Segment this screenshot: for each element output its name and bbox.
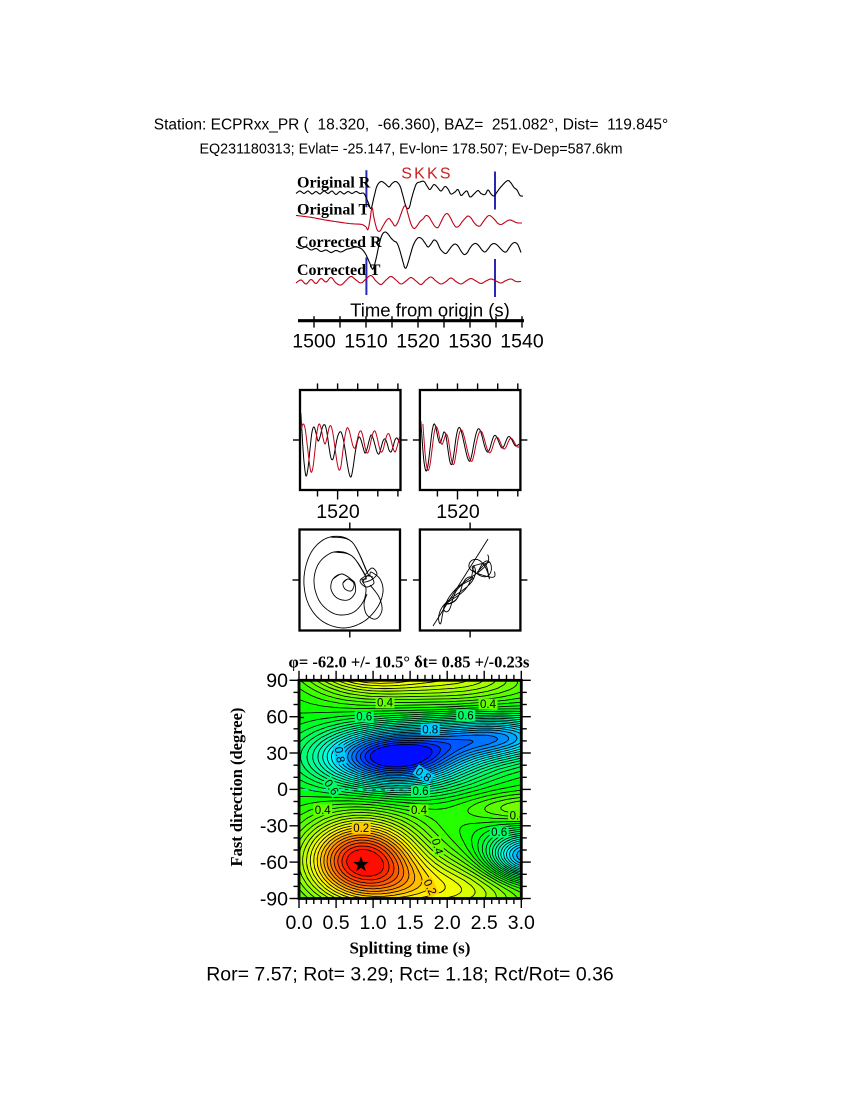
svg-text:Station: ECPRxx_PR ( 18.320,: Station: ECPRxx_PR ( 18.320, -66.360), B… <box>154 116 668 133</box>
svg-text:30: 30 <box>266 743 288 765</box>
svg-text:1520: 1520 <box>316 501 360 523</box>
svg-text:0.8: 0.8 <box>332 746 347 764</box>
svg-text:0.4: 0.4 <box>429 837 445 856</box>
svg-text:0.6: 0.6 <box>458 711 474 723</box>
svg-text:1520: 1520 <box>436 501 480 523</box>
svg-text:1.5: 1.5 <box>397 912 424 934</box>
svg-text:-30: -30 <box>260 816 288 838</box>
svg-text:0: 0 <box>277 779 288 801</box>
svg-text:2.0: 2.0 <box>434 912 461 934</box>
svg-text:φ= -62.0 +/- 10.5° δt= 0.85 +/: φ= -62.0 +/- 10.5° δt= 0.85 +/-0.23s <box>289 653 530 672</box>
svg-text:1530: 1530 <box>448 331 492 353</box>
svg-text:0.8: 0.8 <box>422 724 438 736</box>
svg-text:90: 90 <box>266 670 288 692</box>
svg-text:EQ231180313; Evlat= -25.147, E: EQ231180313; Evlat= -25.147, Ev-lon= 178… <box>200 141 623 157</box>
svg-text:0.4: 0.4 <box>315 805 332 817</box>
svg-text:1.0: 1.0 <box>360 912 387 934</box>
svg-text:0.6: 0.6 <box>356 712 372 724</box>
svg-text:Time from origin (s): Time from origin (s) <box>350 300 510 321</box>
svg-text:1540: 1540 <box>500 331 544 353</box>
svg-text:0.4: 0.4 <box>510 810 527 822</box>
svg-text:0.4: 0.4 <box>480 699 497 711</box>
svg-text:0.2: 0.2 <box>353 823 369 835</box>
svg-text:Fast direction (degree): Fast direction (degree) <box>227 708 246 867</box>
svg-text:0.6: 0.6 <box>491 827 507 839</box>
svg-text:SKKS: SKKS <box>401 166 453 183</box>
svg-text:-60: -60 <box>260 852 288 874</box>
svg-text:1500: 1500 <box>292 331 336 353</box>
svg-text:0.4: 0.4 <box>411 805 428 817</box>
svg-text:-90: -90 <box>260 888 288 910</box>
svg-text:Original T: Original T <box>297 202 369 219</box>
svg-text:60: 60 <box>266 707 288 729</box>
svg-text:Original R: Original R <box>297 174 371 191</box>
svg-text:0.0: 0.0 <box>285 912 312 934</box>
svg-text:2.5: 2.5 <box>471 912 498 934</box>
svg-text:Ror= 7.57; Rot= 3.29; Rct= 1.1: Ror= 7.57; Rot= 3.29; Rct= 1.18; Rct/Rot… <box>206 963 614 985</box>
svg-text:Splitting time (s): Splitting time (s) <box>350 938 471 957</box>
svg-text:0.6: 0.6 <box>413 786 429 798</box>
svg-text:3.0: 3.0 <box>508 912 535 934</box>
svg-text:1520: 1520 <box>396 331 440 353</box>
svg-text:Corrected R: Corrected R <box>297 234 382 251</box>
svg-text:1510: 1510 <box>344 331 388 353</box>
svg-text:0.5: 0.5 <box>323 912 350 934</box>
svg-text:0.4: 0.4 <box>377 698 394 710</box>
svg-text:Corrected T: Corrected T <box>297 262 381 279</box>
